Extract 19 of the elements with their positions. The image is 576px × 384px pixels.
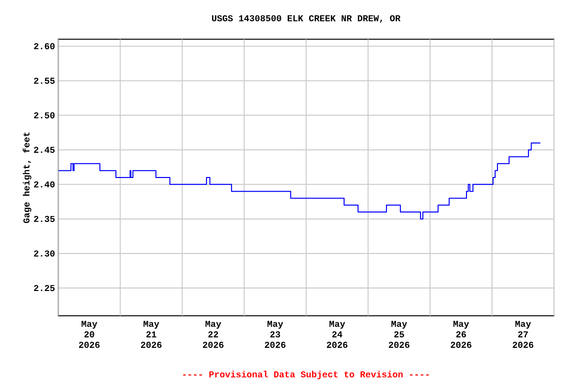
y-tick-label: 2.50 <box>34 112 55 118</box>
text: ---- Provisional Data Subject to Revision ---- <box>183 370 429 380</box>
y-tick-label: 2.25 <box>34 285 55 292</box>
x-tick-label: May 20 2026 <box>79 320 100 348</box>
y-tick-label: 2.60 <box>34 43 55 50</box>
x-tick-label: May 24 2026 <box>326 320 348 348</box>
y-axis-title: Gage height, feet <box>22 132 32 224</box>
y-tick-label: 2.40 <box>34 181 55 188</box>
chart-title: USGS 14308500 ELK CREEK NR DREW, OR <box>212 15 400 23</box>
x-tick-label: May 21 2026 <box>140 320 162 348</box>
x-tick-label: May 26 2026 <box>450 320 472 348</box>
x-tick-label: May 22 2026 <box>202 320 224 348</box>
x-tick-label: May 25 2026 <box>388 320 410 348</box>
x-tick-label: May 23 2026 <box>264 320 286 348</box>
y-tick-label: 2.30 <box>34 250 55 257</box>
y-tick-label: 2.55 <box>34 78 55 84</box>
y-tick-label: 2.35 <box>34 216 55 222</box>
x-tick-label: May 27 2026 <box>512 320 534 348</box>
y-tick-label: 2.45 <box>34 146 55 153</box>
